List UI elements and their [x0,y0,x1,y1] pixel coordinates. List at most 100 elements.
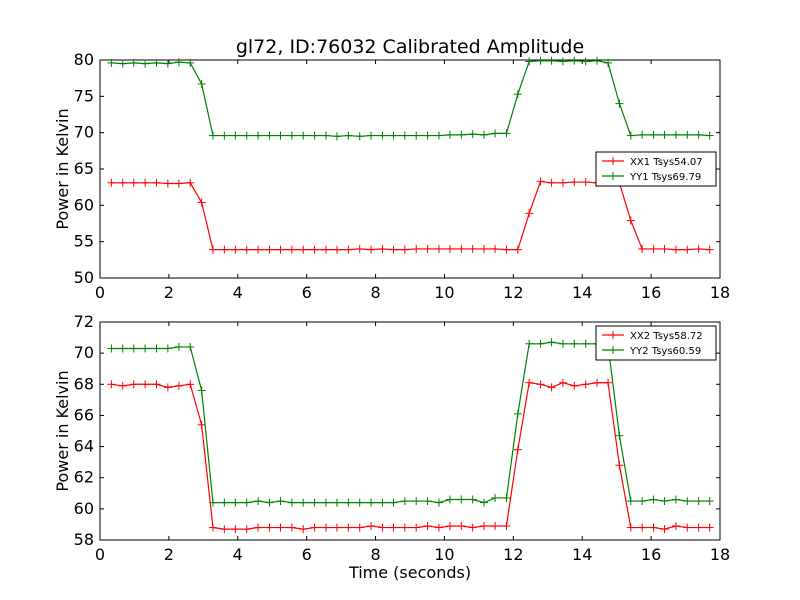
data-point [615,461,624,470]
x-tick-label: 16 [641,283,661,302]
y-tick-label: 58 [74,530,94,549]
data-point [332,498,341,507]
data-point [570,381,579,390]
data-point [649,523,658,532]
y-tick-label: 80 [74,50,94,69]
y-tick-label: 75 [74,86,94,105]
data-point [649,244,658,253]
data-point [423,521,432,530]
data-point [197,420,206,429]
data-point [660,497,669,506]
x-tick-label: 10 [434,545,454,564]
data-point [321,245,330,254]
data-point [468,130,477,139]
data-point [367,245,376,254]
legend: XX1 Tsys54.07 YY1 Tsys69.79 [595,151,717,187]
data-point [378,131,387,140]
data-point [118,59,127,68]
x-tick-label: 4 [233,283,243,302]
y-tick-label: 60 [74,499,94,518]
y-tick-label: 72 [74,312,94,331]
data-point [502,245,511,254]
x-tick-label: 10 [434,283,454,302]
data-point [536,177,545,186]
data-point [265,245,274,254]
x-tick-label: 18 [710,283,730,302]
data-point [378,523,387,532]
data-point [480,130,489,139]
data-point [671,130,680,139]
data-point [434,523,443,532]
x-tick-label: 16 [641,545,661,564]
data-point [174,342,183,351]
data-point [174,381,183,390]
data-point [152,380,161,389]
data-point [107,380,116,389]
data-point [694,523,703,532]
data-point [513,409,522,418]
data-point [355,132,364,141]
data-point [118,344,127,353]
data-point [163,383,172,392]
data-point [355,244,364,253]
data-point [445,521,454,530]
data-point [265,131,274,140]
data-point [389,498,398,507]
legend-label: YY2 Tsys60.59 [629,346,701,357]
data-point [412,131,421,140]
data-point [344,498,353,507]
data-point [254,131,263,140]
data-point [141,380,150,389]
y-tick-label: 60 [74,195,94,214]
data-point [129,344,138,353]
data-point [186,58,195,67]
data-point [367,498,376,507]
data-point [683,245,692,254]
x-tick-label: 4 [233,545,243,564]
data-point [412,523,421,532]
data-point [705,523,714,532]
data-point [649,495,658,504]
data-point [638,130,647,139]
data-point [163,344,172,353]
data-point [513,90,522,99]
data-point [231,245,240,254]
data-point [152,344,161,353]
data-point [445,130,454,139]
data-point [197,198,206,207]
data-point [254,497,263,506]
data-point [378,244,387,253]
data-point [491,493,500,502]
data-point [649,130,658,139]
data-point [581,380,590,389]
data-point [491,521,500,530]
data-point [118,178,127,187]
data-point [276,245,285,254]
data-point [536,56,545,65]
data-point [276,497,285,506]
data-point [468,244,477,253]
data-point [558,339,567,348]
data-point [299,245,308,254]
data-point [593,378,602,387]
top-plot: 0 2 4 6 8 10 12 14 16 18 50 55 60 65 70 75 80 Power in Ke… [53,50,730,302]
data-point [129,58,138,67]
data-point [276,523,285,532]
data-point [525,339,534,348]
chart-title: gl72, ID:76032 Calibrated Amplitude [236,36,584,58]
data-point [547,338,556,347]
data-point [660,525,669,534]
data-point [604,58,613,67]
x-tick-label: 18 [710,545,730,564]
x-tick-label: 14 [572,283,592,302]
data-point [242,131,251,140]
data-point [694,244,703,253]
data-point [593,56,602,65]
data-point [536,380,545,389]
y-tick-label: 66 [74,405,94,424]
data-point [412,244,421,253]
data-point [671,245,680,254]
data-point [254,523,263,532]
y-tick-label: 64 [74,437,94,456]
data-point [558,57,567,66]
